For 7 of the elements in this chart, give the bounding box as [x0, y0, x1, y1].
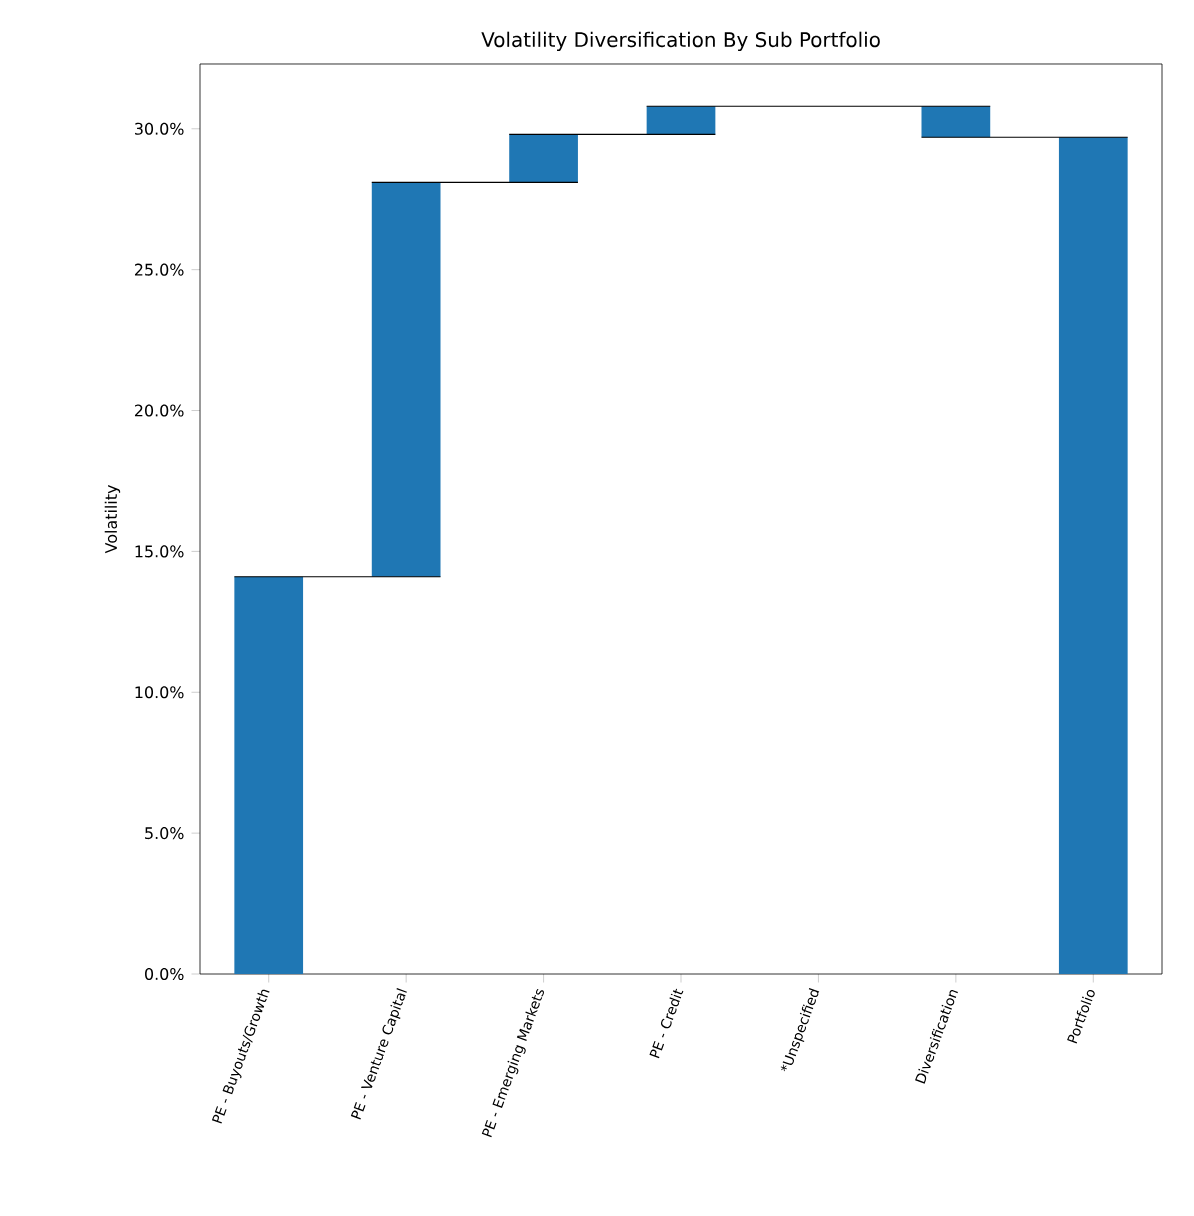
bar — [646, 106, 716, 135]
bar — [371, 182, 441, 577]
bar — [921, 106, 991, 138]
bar — [1058, 137, 1128, 974]
bar — [509, 134, 578, 183]
chart-title: Volatility Diversification By Sub Portfolio — [481, 31, 880, 51]
bar — [234, 576, 304, 974]
